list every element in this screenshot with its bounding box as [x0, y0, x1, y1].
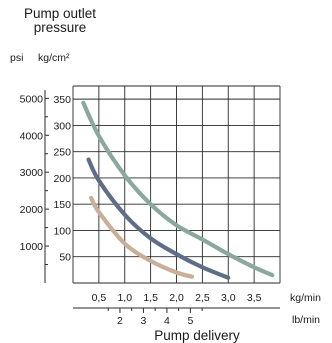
x-unit-lbmin: lb/min	[292, 314, 320, 326]
x-lb-tick-label: 5	[187, 315, 193, 327]
y-kg-tick-label: 150	[53, 199, 71, 211]
y-unit-psi: psi	[10, 52, 23, 64]
chart-title-line-1: Pump outlet	[24, 6, 96, 21]
y-psi-tick-label: 3000	[20, 167, 44, 179]
y-unit-kgcm2: kg/cm²	[38, 52, 70, 64]
y-kg-tick-label: 300	[53, 120, 71, 132]
x-kg-tick-label: 1,0	[117, 292, 132, 304]
y-kg-tick-label: 350	[53, 94, 71, 106]
x-lb-tick-label: 2	[117, 315, 123, 327]
x-kg-tick-label: 3,0	[221, 292, 236, 304]
y-kg-tick-label: 100	[53, 225, 71, 237]
y-kg-tick-label: 50	[59, 252, 71, 264]
series-line-2	[86, 157, 231, 280]
x-kg-tick-label: 2,5	[195, 292, 210, 304]
x-unit-kgmin: kg/min	[290, 292, 321, 304]
y-kg-tick-label: 250	[53, 147, 71, 159]
x-kg-tick-label: 2,0	[169, 292, 184, 304]
y-psi-tick-label: 5000	[20, 93, 44, 105]
x-lb-tick-label: 3	[140, 315, 146, 327]
series-line-1	[81, 100, 275, 278]
chart-title-line-2: pressure	[34, 20, 87, 35]
y-kg-tick-label: 200	[53, 173, 71, 185]
y-psi-tick-label: 2000	[20, 204, 44, 216]
x-kg-tick-label: 0,5	[92, 292, 107, 304]
x-kg-tick-label: 3,5	[247, 292, 262, 304]
chart-title: Pump outlet pressure	[24, 6, 96, 35]
x-axis-label: Pump delivery	[154, 328, 240, 343]
y-psi-tick-label: 4000	[20, 130, 44, 142]
series-line-3	[89, 195, 195, 279]
x-lb-tick-label: 4	[164, 315, 170, 327]
x-kg-tick-label: 1,5	[143, 292, 158, 304]
y-psi-tick-label: 1000	[20, 241, 44, 253]
